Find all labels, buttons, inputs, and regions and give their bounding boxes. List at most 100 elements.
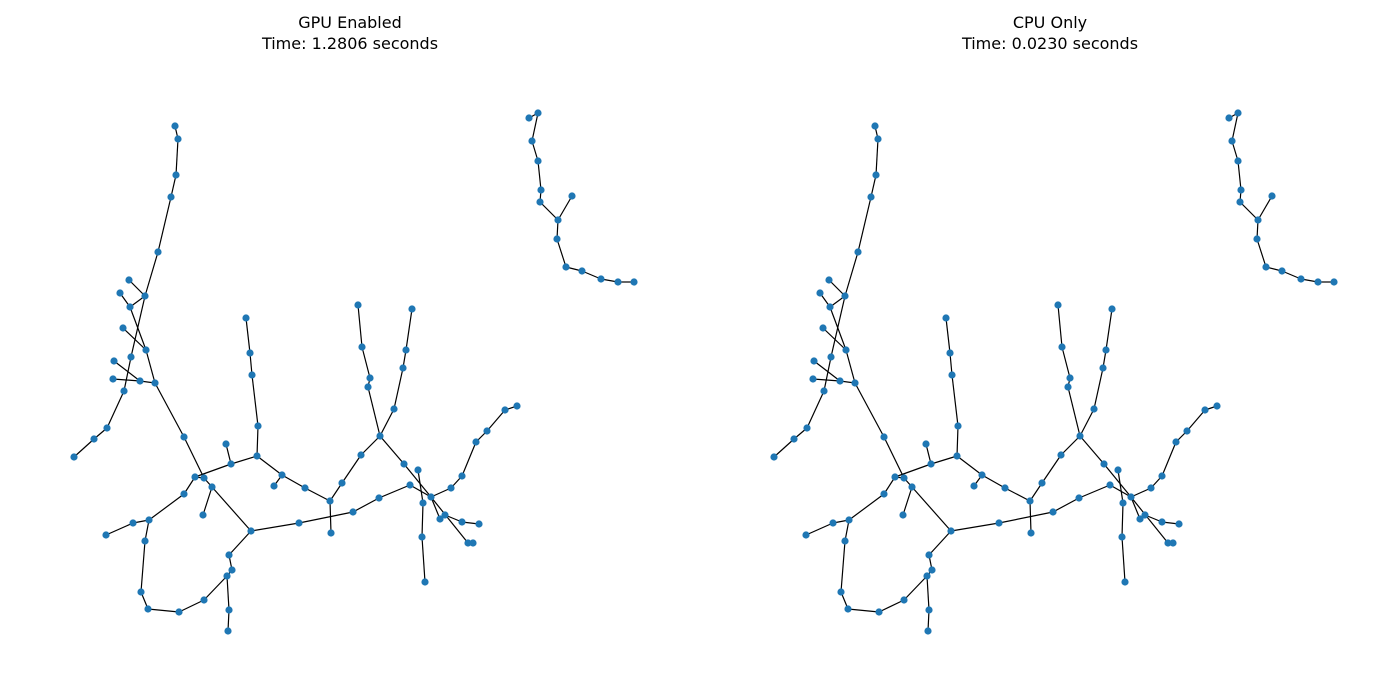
graph-node: [554, 216, 562, 224]
graph-edge: [1029, 500, 1032, 534]
graph-node: [1268, 192, 1276, 200]
graph-node: [406, 481, 414, 489]
graph-node: [200, 596, 208, 604]
graph-edge: [1256, 238, 1267, 268]
graph-edge: [557, 195, 573, 221]
graph-node: [948, 371, 956, 379]
graph-node: [1108, 305, 1116, 313]
nodes-group: [770, 109, 1338, 635]
graph-edge: [1130, 496, 1169, 544]
graph-node: [376, 432, 384, 440]
graph-edge: [1257, 195, 1273, 221]
graph-edge: [360, 435, 381, 456]
graph-edge: [1186, 409, 1206, 432]
graph-node: [109, 375, 117, 383]
graph-node: [1106, 481, 1114, 489]
graph-edge: [304, 487, 331, 502]
graph-edge: [256, 425, 259, 457]
graph-edge: [1052, 497, 1080, 513]
graph-edge: [1078, 484, 1111, 499]
graph-edge: [870, 174, 877, 198]
graph-edge: [113, 360, 141, 382]
graph-node: [172, 171, 180, 179]
graph-node: [174, 135, 182, 143]
graph-node: [1114, 466, 1122, 474]
graph-node: [1075, 494, 1083, 502]
graph-node: [301, 484, 309, 492]
graph-edge: [829, 306, 847, 351]
graph-node: [223, 572, 231, 580]
graph-node: [483, 427, 491, 435]
graph-node: [826, 303, 834, 311]
graph-node: [867, 193, 875, 201]
graph-edge: [812, 378, 841, 382]
graph-edge: [857, 196, 872, 253]
graph-edge: [1130, 496, 1141, 520]
graph-node: [70, 453, 78, 461]
graph-node: [1237, 186, 1245, 194]
graph-node: [270, 482, 278, 490]
graph-node: [436, 515, 444, 523]
graph-edge: [1109, 484, 1132, 498]
graph-node: [326, 497, 334, 505]
graph-edge: [845, 349, 856, 384]
graph-node: [528, 137, 536, 145]
graph-node: [1099, 364, 1107, 372]
graph-node: [842, 346, 850, 354]
graph-node: [327, 529, 335, 537]
graph-edge: [956, 425, 959, 457]
graph-node: [1118, 533, 1126, 541]
graph-node: [408, 305, 416, 313]
graph-edge: [902, 486, 913, 516]
network-graph-gpu: [70, 109, 638, 635]
graph-node: [1253, 235, 1261, 243]
graph-node: [837, 588, 845, 596]
graph-node: [354, 301, 362, 309]
graph-edge: [1239, 201, 1259, 221]
graph-node: [441, 511, 449, 519]
graph-node: [1027, 529, 1035, 537]
title-label: GPU Enabled: [298, 13, 402, 32]
graph-edge: [1237, 160, 1242, 191]
graph-edge: [144, 251, 159, 297]
graph-edge: [1117, 469, 1124, 504]
graph-edge: [951, 374, 959, 427]
graph-node: [141, 292, 149, 300]
timing-label: Time: 0.0230 seconds: [961, 34, 1139, 53]
graph-node: [809, 375, 817, 383]
graph-edge: [129, 306, 147, 351]
graph-edge: [903, 575, 928, 601]
graph-node: [364, 383, 372, 391]
graph-edge: [226, 575, 230, 611]
graph-edge: [202, 486, 213, 516]
graph-node: [1164, 539, 1172, 547]
edges-group: [73, 112, 634, 632]
graph-node: [200, 474, 208, 482]
graph-edge: [403, 463, 432, 498]
graph-node: [469, 539, 477, 547]
graph-node: [819, 324, 827, 332]
graph-node: [141, 537, 149, 545]
graph-edge: [930, 455, 958, 465]
graph-edge: [170, 174, 177, 198]
graph-node: [366, 374, 374, 382]
graph-node: [116, 289, 124, 297]
graph-edge: [352, 497, 380, 513]
graph-node: [399, 364, 407, 372]
graph-node: [1234, 109, 1242, 117]
graph-node: [1127, 493, 1135, 501]
graph-node: [925, 551, 933, 559]
graph-node: [427, 493, 435, 501]
graph-node: [1236, 198, 1244, 206]
graph-node: [1278, 267, 1286, 275]
graph-node: [1213, 402, 1221, 410]
graph-node: [1262, 263, 1270, 271]
graph-edge: [183, 436, 205, 479]
graph-node: [947, 527, 955, 535]
graph-edge: [556, 238, 567, 268]
graph-edge: [883, 436, 905, 479]
graph-node: [225, 606, 233, 614]
panel-title: CPU Only Time: 0.0230 seconds: [700, 12, 1400, 54]
graph-node: [816, 289, 824, 297]
graph-edge: [409, 484, 432, 498]
